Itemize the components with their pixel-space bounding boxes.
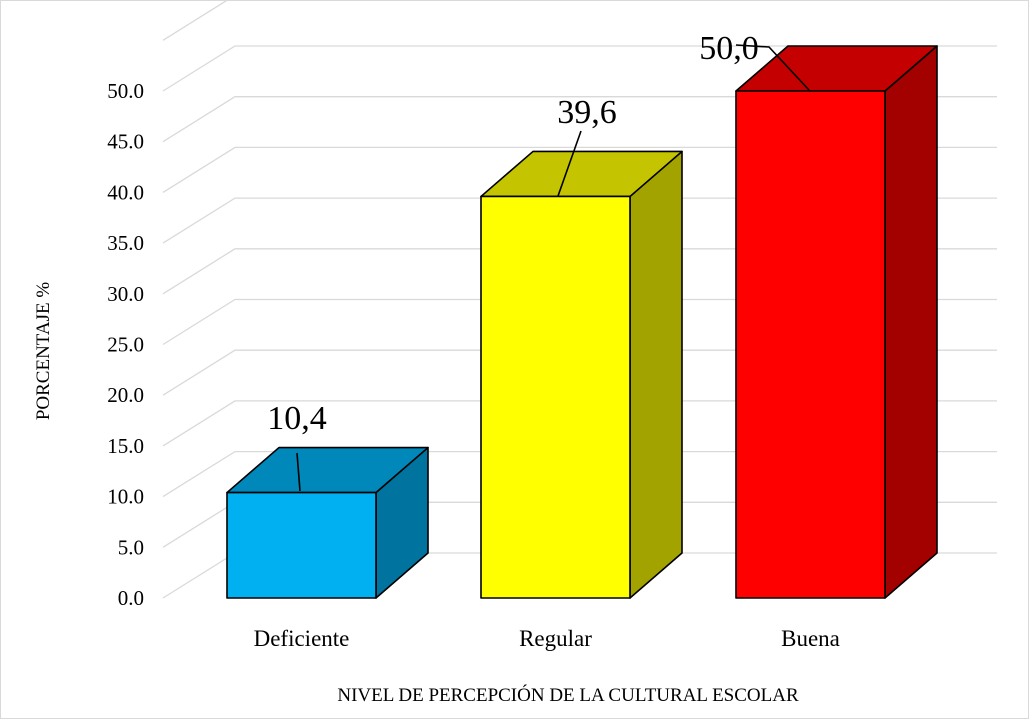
y-tick-label: 25.0 (107, 333, 144, 357)
x-tick-label: Deficiente (254, 626, 350, 651)
data-labels: 10,4 39,6 50,0 (267, 30, 810, 492)
gridline (162, 1, 228, 41)
x-axis-title: NIVEL DE PERCEPCIÓN DE LA CULTURAL ESCOL… (337, 684, 799, 706)
y-tick-label: 50.0 (107, 79, 144, 103)
bars (226, 45, 938, 599)
y-tick-label: 35.0 (107, 231, 144, 255)
bar-side-face (629, 150, 683, 599)
x-axis-categories: Deficiente Regular Buena (254, 626, 840, 651)
bar-front-face (735, 90, 886, 599)
bar-regular (480, 150, 683, 599)
bar-front-face (226, 491, 377, 599)
y-tick-label: 30.0 (107, 282, 144, 306)
y-tick-label: 45.0 (107, 130, 144, 154)
y-tick-label: 5.0 (118, 535, 144, 559)
data-label-leader (296, 452, 301, 492)
y-tick-label: 20.0 (107, 383, 144, 407)
x-tick-label: Buena (781, 626, 840, 651)
y-tick-label: 0.0 (118, 586, 144, 610)
y-axis-title: PORCENTAJE % (33, 282, 54, 421)
y-axis-ticks: 0.0 5.0 10.0 15.0 20.0 25.0 30.0 35.0 40.0 45.0 50… (107, 79, 144, 610)
data-label-leader (557, 130, 582, 197)
data-label: 50,0 (699, 30, 759, 67)
y-tick-label: 15.0 (107, 434, 144, 458)
x-tick-label: Regular (519, 626, 592, 651)
data-label: 10,4 (267, 400, 327, 437)
bar-side-face (884, 45, 938, 599)
data-label: 39,6 (557, 94, 617, 131)
bar-front-face (480, 195, 631, 599)
y-tick-label: 40.0 (107, 180, 144, 204)
data-label-leader (735, 44, 810, 91)
y-tick-label: 10.0 (107, 485, 144, 509)
bar-buena (735, 45, 938, 599)
bar-deficiente (226, 446, 429, 599)
